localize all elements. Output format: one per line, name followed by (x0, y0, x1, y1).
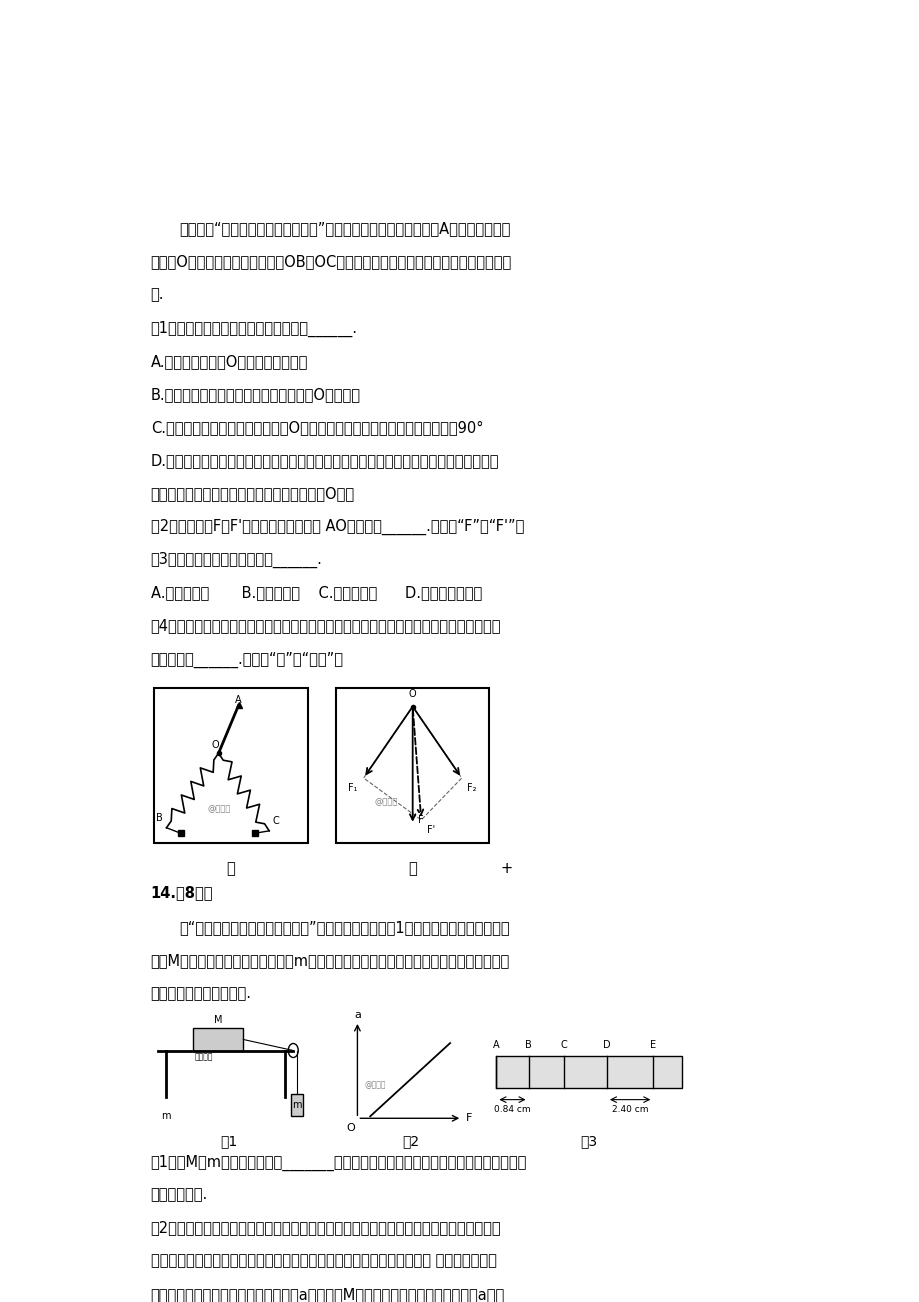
Text: C: C (272, 816, 279, 825)
Text: 计时器打出的点计算得到.: 计时器打出的点计算得到. (151, 987, 252, 1001)
Text: E: E (650, 1039, 655, 1049)
Text: D.实验中，要始终将其中一个弹簧测力计沿某一方向拉到最大量程，然后调节另一弹簧测: D.实验中，要始终将其中一个弹簧测力计沿某一方向拉到最大量程，然后调节另一弹簧测 (151, 453, 499, 467)
Text: @正确云: @正确云 (374, 797, 397, 806)
Text: F': F' (426, 825, 435, 835)
Text: @正确云: @正确云 (208, 805, 231, 814)
Text: C: C (561, 1039, 567, 1049)
Text: 在“探究加速度与力、质量的关系”的实验中，采用如图1所示的实验装置，小车的质: 在“探究加速度与力、质量的关系”的实验中，采用如图1所示的实验装置，小车的质 (179, 921, 509, 935)
Text: 实验装置: 实验装置 (195, 1052, 213, 1061)
Text: 甲: 甲 (226, 862, 235, 876)
Text: 量用M表示，盘及盘中砂码的质量用m表示，小车的加速度可由小车后面拉动的纸带经打点: 量用M表示，盘及盘中砂码的质量用m表示，小车的加速度可由小车后面拉动的纸带经打点 (151, 953, 509, 969)
Text: F: F (418, 815, 424, 824)
Text: +: + (500, 862, 512, 876)
Text: F₂: F₂ (467, 783, 476, 793)
Bar (290, 1094, 302, 1116)
Text: 某同学做“验证力的平行四边形定则”实验的情况如图甲所示，其中A为固定橡皮筋的: 某同学做“验证力的平行四边形定则”实验的情况如图甲所示，其中A为固定橡皮筋的 (179, 221, 510, 237)
Text: C.实验中，把橡皮筋的另一端拉到O点时，两个弹簧测力计之间的夹角必须取90°: C.实验中，把橡皮筋的另一端拉到O点时，两个弹簧测力计之间的夹角必须取90° (151, 421, 482, 435)
Text: （4）在实验中，如果只将细绳换成橡皮筋，其它步骤没有改变，那么实验结果是否会发生: （4）在实验中，如果只将细绳换成橡皮筋，其它步骤没有改变，那么实验结果是否会发生 (151, 618, 501, 633)
Text: A: A (493, 1039, 499, 1049)
Text: B: B (156, 812, 163, 823)
Text: 图3: 图3 (580, 1134, 597, 1148)
Text: A: A (235, 695, 242, 706)
Text: O: O (346, 1124, 355, 1133)
Text: 图.: 图. (151, 288, 164, 302)
Text: B: B (525, 1039, 531, 1049)
Text: 车中砂码的质量，测出相应的加速度．在分析处理时，该组同学产生分歧 甲同学认为应该: 车中砂码的质量，测出相应的加速度．在分析处理时，该组同学产生分歧 甲同学认为应该 (151, 1254, 496, 1268)
Text: F: F (466, 1113, 472, 1124)
Text: F₁: F₁ (348, 783, 357, 793)
Text: A.同一次实验中，O点位置不允许变动: A.同一次实验中，O点位置不允许变动 (151, 354, 308, 368)
Text: 力计拉力的大小和方向，把橡皮筋另一端拉到O点。: 力计拉力的大小和方向，把橡皮筋另一端拉到O点。 (151, 486, 355, 501)
Text: 图钉，O为橡皮筋与细绳的结点，OB和OC为细绳，图乙是在白纸上根据实验结果画出的: 图钉，O为橡皮筋与细绳的结点，OB和OC为细绳，图乙是在白纸上根据实验结果画出的 (151, 254, 511, 270)
Text: O: O (211, 740, 219, 750)
Text: （2）一组同学在探究加速度与质量的关系时，保持盘及盘中砂码的质量一定，改变小车及: （2）一组同学在探究加速度与质量的关系时，保持盘及盘中砂码的质量一定，改变小车及 (151, 1220, 501, 1236)
Bar (154, 687, 307, 844)
Text: D: D (603, 1039, 610, 1049)
Bar (335, 687, 489, 844)
Text: O: O (408, 689, 416, 698)
Text: a: a (354, 1010, 360, 1019)
Bar (193, 1029, 243, 1051)
Text: 乙: 乙 (408, 862, 416, 876)
Text: 图1: 图1 (221, 1134, 237, 1148)
Text: （3）本实验采用的科学方法是______.: （3）本实验采用的科学方法是______. (151, 552, 323, 569)
Text: 砂码的总重力.: 砂码的总重力. (151, 1187, 208, 1203)
Text: （1）关于此实验的下列说法中正确的是______.: （1）关于此实验的下列说法中正确的是______. (151, 320, 357, 337)
Text: B.实验中，只需记录弹簧测力计的读数和O点的位置: B.实验中，只需记录弹簧测力计的读数和O点的位置 (151, 387, 360, 402)
Text: （1）当M与m的大小关系满足_______时，才可以认为绳对小车的拉力大小等于盘及盘中: （1）当M与m的大小关系满足_______时，才可以认为绳对小车的拉力大小等于盘… (151, 1155, 527, 1170)
Text: 2.40 cm: 2.40 cm (611, 1104, 648, 1113)
Text: m: m (291, 1100, 301, 1111)
Text: （2）图乙中的F与F'两力中，方向一定沿 AO方向的是______.（选填“F”或“F'”）: （2）图乙中的F与F'两力中，方向一定沿 AO方向的是______.（选填“F”… (151, 519, 524, 535)
Text: @正确云: @正确云 (364, 1079, 386, 1088)
Text: m: m (161, 1112, 171, 1121)
Text: 14.（8分）: 14.（8分） (151, 885, 213, 901)
Text: M: M (214, 1016, 222, 1026)
Text: 0.84 cm: 0.84 cm (494, 1104, 530, 1113)
Text: A.理想实验法       B.等效替代法    C.逆向思维法      D.建立物理模型法: A.理想实验法 B.等效替代法 C.逆向思维法 D.建立物理模型法 (151, 586, 482, 600)
Text: 图2: 图2 (402, 1134, 419, 1148)
Text: 变化？答：______.（选填“变”或“不变”）: 变化？答：______.（选填“变”或“不变”） (151, 651, 344, 668)
Bar (496, 1056, 681, 1087)
Text: 根据实验中测得的数据作出小车加速度a与其质量M的图象，乙同学则认为应该作出a与其: 根据实验中测得的数据作出小车加速度a与其质量M的图象，乙同学则认为应该作出a与其 (151, 1286, 505, 1302)
